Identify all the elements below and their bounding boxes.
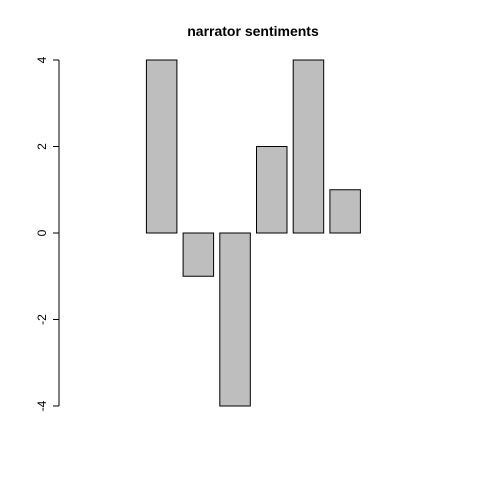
- y-tick-label: 0: [35, 229, 49, 236]
- chart-title: narrator sentiments: [187, 23, 319, 39]
- y-tick-label: 2: [35, 143, 49, 150]
- y-tick-label: -2: [35, 314, 49, 325]
- y-tick-label: -4: [35, 400, 49, 411]
- y-axis: -4 -2 0 2 4: [35, 56, 60, 411]
- bar: [219, 232, 251, 407]
- bar: [329, 189, 361, 234]
- y-tick-label: 4: [35, 56, 49, 63]
- bar: [292, 59, 325, 234]
- bar: [182, 232, 215, 277]
- bar: [145, 59, 178, 234]
- bars: [145, 59, 361, 407]
- bar: [256, 146, 288, 234]
